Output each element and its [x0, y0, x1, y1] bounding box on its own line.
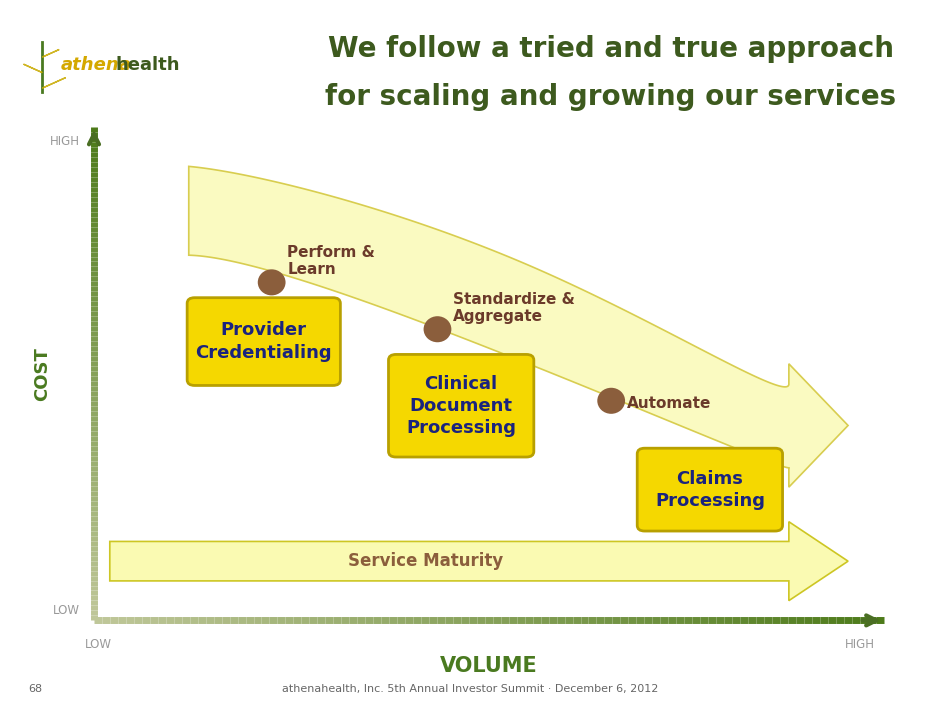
Text: Provider
Credentialing: Provider Credentialing	[196, 321, 332, 362]
Polygon shape	[189, 166, 848, 487]
Text: 68: 68	[28, 685, 42, 694]
Text: LOW: LOW	[53, 604, 80, 617]
Text: health: health	[116, 56, 180, 75]
Text: We follow a tried and true approach: We follow a tried and true approach	[328, 35, 894, 63]
Text: COST: COST	[33, 347, 52, 400]
Text: for scaling and growing our services: for scaling and growing our services	[325, 83, 897, 111]
Ellipse shape	[258, 269, 286, 295]
Text: athenahealth, Inc. 5th Annual Investor Summit · December 6, 2012: athenahealth, Inc. 5th Annual Investor S…	[282, 685, 658, 694]
Text: Standardize &
Aggregate: Standardize & Aggregate	[453, 292, 575, 324]
FancyBboxPatch shape	[637, 448, 783, 531]
FancyBboxPatch shape	[388, 355, 534, 457]
Polygon shape	[42, 78, 66, 88]
Text: LOW: LOW	[86, 638, 112, 651]
Text: Perform &
Learn: Perform & Learn	[288, 245, 375, 278]
Text: Automate: Automate	[627, 396, 712, 411]
Polygon shape	[42, 49, 59, 57]
Ellipse shape	[597, 388, 625, 414]
Text: Claims
Processing: Claims Processing	[655, 470, 765, 510]
Text: Clinical
Document
Processing: Clinical Document Processing	[406, 374, 516, 437]
Text: HIGH: HIGH	[845, 638, 875, 651]
Polygon shape	[110, 522, 848, 601]
Polygon shape	[24, 64, 42, 73]
Text: HIGH: HIGH	[50, 135, 80, 148]
FancyBboxPatch shape	[187, 298, 340, 386]
Ellipse shape	[424, 317, 451, 342]
Text: VOLUME: VOLUME	[440, 656, 538, 676]
Text: Service Maturity: Service Maturity	[348, 552, 503, 570]
Text: athena: athena	[61, 56, 132, 75]
